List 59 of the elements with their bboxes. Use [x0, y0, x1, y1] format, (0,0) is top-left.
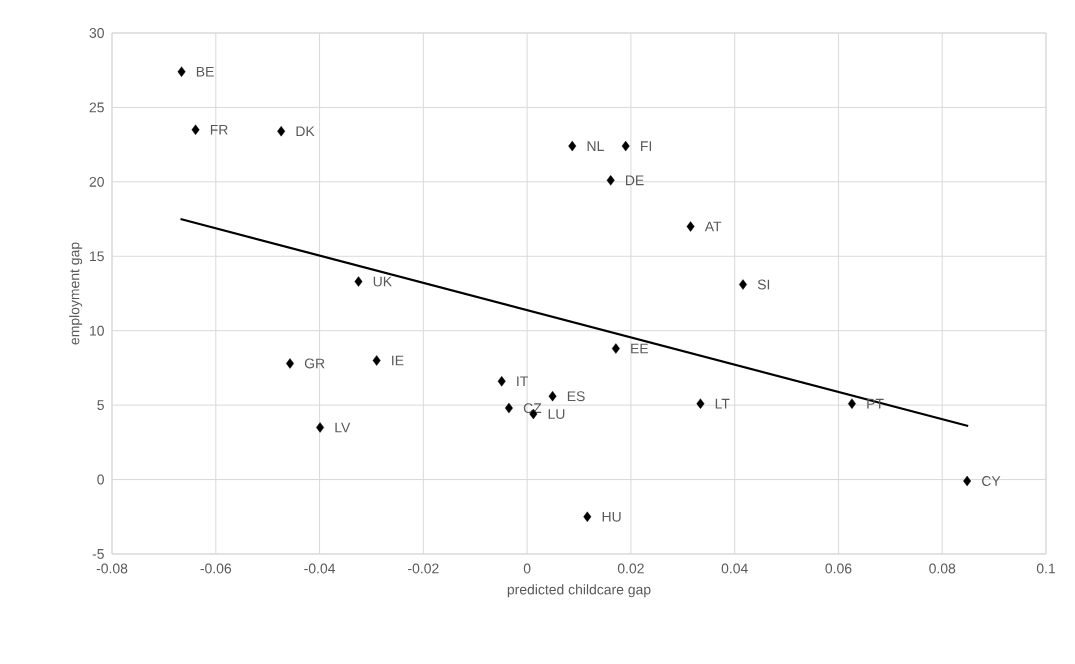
point — [191, 124, 200, 135]
y-tick-label: 0 — [97, 474, 104, 485]
annotation: DE — [626, 175, 644, 186]
y-tick-label: 25 — [89, 102, 104, 113]
point — [372, 355, 381, 366]
y-tick-label: 30 — [89, 28, 104, 38]
x-tick-label: 0.06 — [825, 563, 852, 574]
point — [611, 343, 620, 354]
annotation: EE — [631, 343, 649, 354]
point — [316, 422, 325, 433]
annotation: FI — [641, 141, 652, 151]
point — [686, 221, 695, 232]
annotation: CY — [982, 476, 1001, 486]
annotation: DK — [296, 126, 315, 137]
x-tick-label: 0 — [523, 563, 531, 574]
point — [583, 511, 592, 522]
annotation: UK — [373, 276, 392, 287]
annotation: LU — [548, 409, 565, 419]
point — [568, 140, 577, 152]
annotation: IT — [517, 376, 528, 387]
x-tick-label: 0.04 — [721, 563, 748, 574]
annotation: IE — [392, 355, 404, 366]
annotation: HU — [602, 511, 621, 522]
annotation: SI — [757, 279, 770, 290]
point — [606, 175, 615, 186]
point — [621, 140, 630, 152]
x-tick-label: -0.08 — [96, 563, 128, 574]
x-tick-label: -0.06 — [200, 563, 232, 574]
annotation: CZ — [523, 403, 542, 414]
y-tick-label: 20 — [89, 176, 104, 187]
point — [177, 66, 186, 77]
x-tick-label: -0.02 — [408, 563, 439, 574]
y-tick-label: 15 — [90, 251, 104, 262]
point — [354, 276, 363, 287]
annotation: ES — [567, 391, 585, 402]
point — [286, 358, 294, 369]
annotation: AT — [704, 221, 722, 232]
point — [739, 279, 747, 290]
point — [277, 126, 286, 137]
x-axis-title: predicted childcare gap — [507, 584, 651, 598]
point — [963, 475, 972, 487]
point — [696, 398, 705, 409]
annotation: NL — [587, 141, 604, 151]
point — [848, 398, 856, 409]
annotation: BE — [196, 66, 214, 77]
y-tick-label: -5 — [92, 549, 104, 559]
annotation: GR — [304, 358, 325, 369]
y-axis-title: employment gap — [69, 242, 83, 345]
x-tick-label: 0.02 — [617, 563, 644, 574]
annotation: LT — [715, 398, 730, 409]
annotation: LV — [335, 422, 351, 433]
x-tick-label: -0.04 — [304, 563, 336, 574]
point — [548, 391, 557, 402]
y-tick-label: 5 — [97, 400, 104, 410]
annotation: FR — [210, 124, 228, 135]
x-tick-label: 0.1 — [1036, 563, 1056, 574]
x-tick-label: 0.08 — [929, 563, 956, 574]
point — [497, 376, 506, 387]
y-tick-label: 10 — [90, 325, 104, 336]
